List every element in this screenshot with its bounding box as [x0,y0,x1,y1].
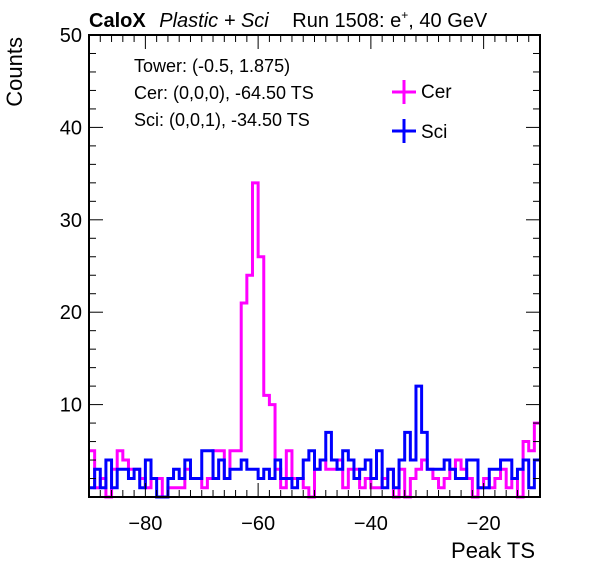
title-run: Run 1508: e [292,10,401,32]
x-axis-label: Peak TS [451,538,535,563]
title-brand: CaloX [89,10,146,32]
legend-marker-cer [392,80,416,104]
legend-label-sci: Sci [421,122,447,143]
y-tick-label: 20 [60,302,82,324]
x-tick-label: −40 [354,513,388,535]
x-tick-label: −60 [241,513,275,535]
y-tick-label: 30 [60,210,82,232]
title-subtitle: Plastic + Sci [159,10,269,32]
legend: Cer Sci [392,80,452,143]
y-axis-label: Counts [2,37,27,107]
chart-title: CaloX Plastic + Sci Run 1508: e+, 40 GeV [89,8,488,32]
axis-layer: −80 −60 −40 −20 10 20 30 40 50 [60,25,541,535]
y-tick-label: 40 [60,117,82,139]
title-run-sup: + [401,8,408,22]
annotation-sci: Sci: (0,0,1), -34.50 TS [134,110,310,130]
legend-label-cer: Cer [421,82,452,103]
annotation-cer: Cer: (0,0,0), -64.50 TS [134,83,314,103]
y-tick-label: 50 [60,25,82,47]
legend-marker-sci [392,119,416,143]
title-run-tail: , 40 GeV [408,10,488,32]
annotation-tower: Tower: (-0.5, 1.875) [134,56,290,76]
x-tick-label: −20 [467,513,501,535]
x-tick-label: −80 [128,513,162,535]
y-tick-label: 10 [60,395,82,417]
